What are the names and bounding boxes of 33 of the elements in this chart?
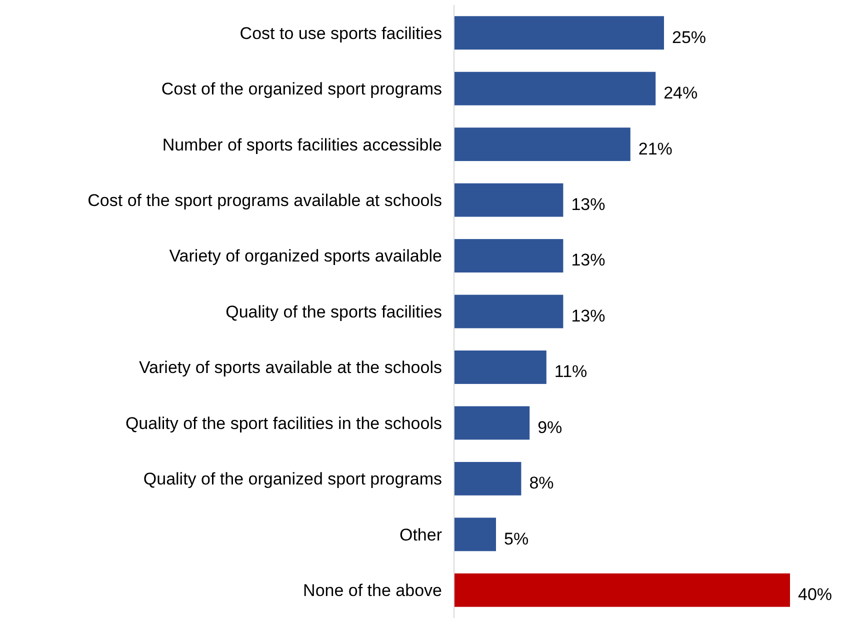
data-label: 13% — [571, 250, 606, 270]
data-label: 25% — [672, 28, 706, 47]
y-tick-label: Quality of the sport facilities in the schools — [125, 414, 442, 433]
y-tick-label: Quality of the sports facilities — [226, 302, 442, 322]
data-label: 5% — [504, 529, 529, 548]
data-label: 8% — [529, 474, 554, 493]
y-tick-label: Cost of the organized sport programs — [161, 80, 442, 99]
data-label: 13% — [571, 306, 606, 326]
bar — [454, 128, 630, 162]
y-tick-label: Number of sports facilities accessible — [162, 135, 442, 154]
data-label: 21% — [638, 139, 672, 158]
data-label: 40% — [798, 585, 832, 604]
y-tick-label: Cost to use sports facilities — [240, 24, 442, 43]
y-tick-label: Cost of the sport programs available at schools — [88, 190, 442, 210]
bar — [454, 518, 496, 552]
bar — [454, 239, 564, 272]
data-label: 11% — [554, 362, 588, 382]
bar — [454, 183, 564, 217]
bar — [454, 462, 522, 496]
data-label: 13% — [571, 194, 606, 214]
bar — [454, 16, 664, 50]
y-tick-label: Variety of organized sports available — [169, 246, 442, 266]
y-tick-label: None of the above — [303, 581, 442, 600]
bar — [454, 350, 546, 384]
y-tick-label: Quality of the organized sport programs — [143, 470, 442, 489]
y-tick-label: Other — [399, 525, 442, 544]
bar — [454, 72, 656, 106]
data-label: 24% — [664, 84, 698, 103]
bar — [454, 573, 790, 607]
bar — [454, 406, 530, 440]
y-tick-label: Variety of sports available at the schools — [138, 358, 442, 378]
data-label: 9% — [538, 418, 562, 437]
bar — [454, 294, 564, 328]
